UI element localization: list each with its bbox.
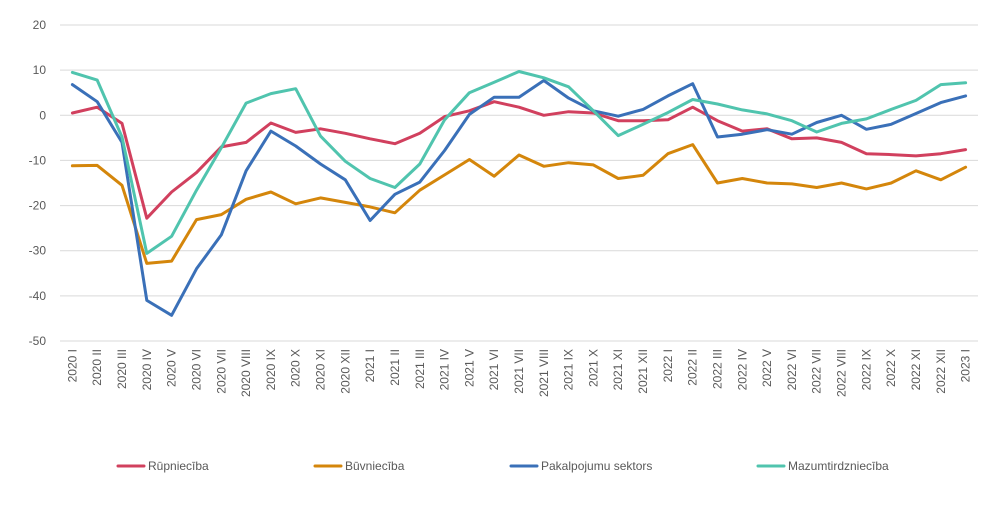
y-tick-label: -50: [29, 334, 47, 348]
x-tick-label: 2020 VIII: [239, 349, 253, 397]
y-tick-label: -20: [29, 199, 47, 213]
legend-label: Būvniecība: [345, 459, 405, 473]
x-tick-label: 2022 IX: [859, 349, 873, 390]
x-tick-label: 2021 IX: [562, 349, 576, 390]
x-tick-label: 2022 VI: [785, 349, 799, 390]
series-lines: [70, 70, 968, 317]
x-tick-label: 2021 VII: [512, 349, 526, 394]
x-tick-label: 2022 V: [760, 349, 774, 387]
x-tick-label: 2020 VII: [214, 349, 228, 394]
x-tick-label: 2022 XI: [909, 349, 923, 390]
x-tick-label: 2020 II: [90, 349, 104, 386]
x-tick-label: 2022 X: [884, 349, 898, 387]
legend-label: Rūpniecība: [148, 459, 209, 473]
y-tick-label: 20: [33, 18, 47, 32]
x-tick-label: 2022 VII: [810, 349, 824, 394]
x-tick-label: 2020 IX: [264, 349, 278, 390]
x-axis-ticks: 2020 I 2020 II 2020 III 2020 IV 2020 V 2020 V…: [65, 349, 972, 397]
x-tick-label: 2022 III: [710, 349, 724, 389]
x-tick-label: 2020 VI: [189, 349, 203, 390]
y-tick-label: 0: [39, 108, 46, 122]
legend-label: Pakalpojumu sektors: [541, 459, 652, 473]
x-tick-label: 2021 X: [586, 349, 600, 387]
x-tick-label: 2022 I: [661, 349, 675, 382]
x-tick-label: 2020 X: [289, 349, 303, 387]
x-tick-label: 2020 I: [65, 349, 79, 382]
series-line: [70, 70, 968, 255]
x-tick-label: 2020 IV: [140, 349, 154, 390]
x-tick-label: 2020 V: [165, 349, 179, 387]
y-tick-label: -10: [29, 153, 47, 167]
legend: Rūpniecība Būvniecība Pakalpojumu sektors M…: [116, 459, 889, 473]
x-tick-label: 2021 II: [388, 349, 402, 386]
x-tick-label: 2022 VIII: [835, 349, 849, 397]
x-tick-label: 2021 XI: [611, 349, 625, 390]
x-tick-label: 2020 III: [115, 349, 129, 389]
series-line: [70, 143, 968, 265]
y-tick-label: 10: [33, 63, 47, 77]
x-tick-label: 2021 IV: [438, 349, 452, 390]
y-tick-label: -40: [29, 289, 47, 303]
x-tick-label: 2021 V: [462, 349, 476, 387]
y-tick-label: -30: [29, 244, 47, 258]
y-axis-ticks: 20 10 0 -10 -20 -30 -40 -50: [29, 18, 47, 348]
x-tick-label: 2022 IV: [735, 349, 749, 390]
series-line: [70, 79, 968, 317]
x-tick-label: 2021 VI: [487, 349, 501, 390]
x-tick-label: 2023 I: [959, 349, 973, 382]
x-tick-label: 2021 III: [413, 349, 427, 389]
x-tick-label: 2021 XII: [636, 349, 650, 394]
x-tick-label: 2020 XII: [338, 349, 352, 394]
x-tick-label: 2022 XII: [934, 349, 948, 394]
x-tick-label: 2021 VIII: [537, 349, 551, 397]
x-tick-label: 2020 XI: [314, 349, 328, 390]
x-tick-label: 2022 II: [686, 349, 700, 386]
x-tick-label: 2021 I: [363, 349, 377, 382]
legend-label: Mazumtirdzniecība: [788, 459, 889, 473]
